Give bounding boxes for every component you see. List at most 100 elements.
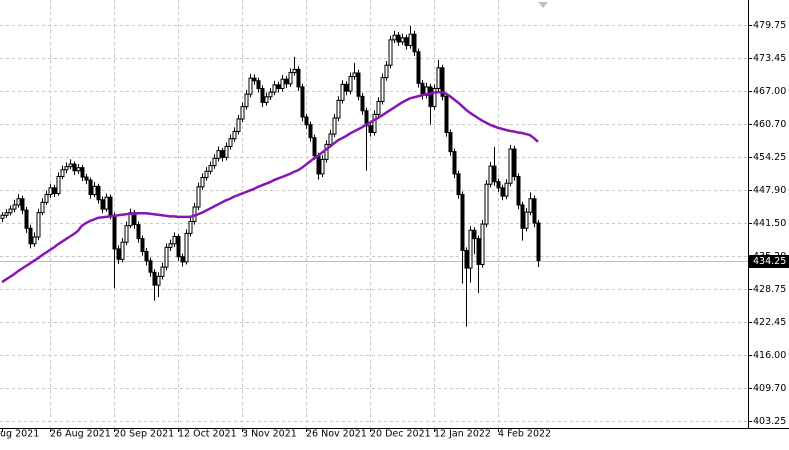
candle-body [208,165,213,172]
candle-body [220,150,225,158]
candle-body [140,238,145,253]
candle-body [492,165,497,183]
x-tick-label: 12 Jan 2022 [434,429,491,440]
candle-body [0,214,5,219]
candle-body [248,77,253,95]
candle-body [380,77,385,102]
candle-body [440,67,445,97]
candle-body [180,256,185,263]
candle-body [372,113,377,133]
candle-body [280,78,285,89]
candle-body [232,130,237,140]
candle-body [488,165,493,185]
candle-body [504,182,509,197]
candle-body [320,158,325,175]
candle-body [472,229,477,240]
y-tick-label: 467.00 [753,86,786,97]
candle-body [444,95,449,133]
candle-body [56,175,61,195]
candle-body [44,194,49,203]
candle-body [76,167,81,172]
candle-body [284,78,289,85]
x-tick-label: 20 Dec 2021 [370,429,431,440]
candle-body [512,148,517,177]
candle-body [240,106,245,120]
candle-body [112,214,117,250]
candle-body [340,83,345,101]
candle-body [108,196,113,216]
candle-body [536,222,541,262]
candle-body [416,51,421,84]
candle-body [328,133,333,145]
candle-body [72,163,77,172]
candle-body [148,260,153,273]
current-price-box [749,255,789,268]
candle-body [460,194,465,251]
x-tick-label: ug 2021 [0,429,39,440]
candle-body [4,212,9,216]
candle-body [268,91,273,98]
candle-body [212,157,217,167]
candle-body [80,167,85,178]
candle-body [508,148,513,184]
y-tick-label: 422.45 [753,317,786,328]
axes: 403.25409.70416.00422.45428.75435.20441.… [0,0,789,440]
candle-body [308,124,313,139]
candle-body [376,100,381,115]
candle-body [196,186,201,208]
candle-body [336,99,341,119]
candle-body [200,177,205,188]
candle-body [228,138,233,147]
candle-body [368,125,373,133]
candle-body [136,224,141,240]
chart-shift-marker [538,2,548,8]
candle-body [292,68,297,73]
y-tick-label: 416.00 [753,350,786,361]
x-tick-label: 3 Nov 2021 [242,429,297,440]
candle-body [204,170,209,179]
candle-body [400,37,405,43]
candle-body [124,225,129,243]
candle-body [96,185,101,201]
candle-body [528,198,533,213]
x-tick-label: 12 Oct 2021 [178,429,237,440]
candle-body [288,71,293,85]
x-tick-label: 20 Sep 2021 [114,429,174,440]
candle-body [428,86,433,108]
candle-body [448,131,453,153]
y-tick-label: 403.25 [753,416,786,427]
candle-body [496,181,501,189]
candle-body [188,221,193,234]
candle-body [184,232,189,263]
candle-body [300,86,305,118]
candle-body [312,137,317,157]
candle-body [276,84,281,89]
y-tick-label: 473.45 [753,53,786,64]
candle-body [104,196,109,210]
y-tick-label: 447.90 [753,185,786,196]
candle-body [168,243,173,248]
candle-body [324,143,329,160]
candle-body [8,208,13,214]
candle-body [28,227,33,245]
candle-body [344,83,349,92]
candle-body [48,187,53,196]
candle-body [484,183,489,225]
candle-body [432,87,437,108]
candle-body [464,249,469,269]
candle-body [476,238,481,265]
candle-body [348,76,353,92]
candle-body [272,84,277,93]
candle-body [264,96,269,103]
candle-body [244,93,249,108]
candle-body [144,251,149,262]
candle-body [224,145,229,158]
x-tick-label: 26 Nov 2021 [306,429,367,440]
candle-body [360,95,365,112]
candle-body [252,77,257,82]
candle-body [260,87,265,103]
candle-body [384,64,389,79]
y-tick-label: 479.75 [753,20,786,31]
candle-body [468,229,473,269]
